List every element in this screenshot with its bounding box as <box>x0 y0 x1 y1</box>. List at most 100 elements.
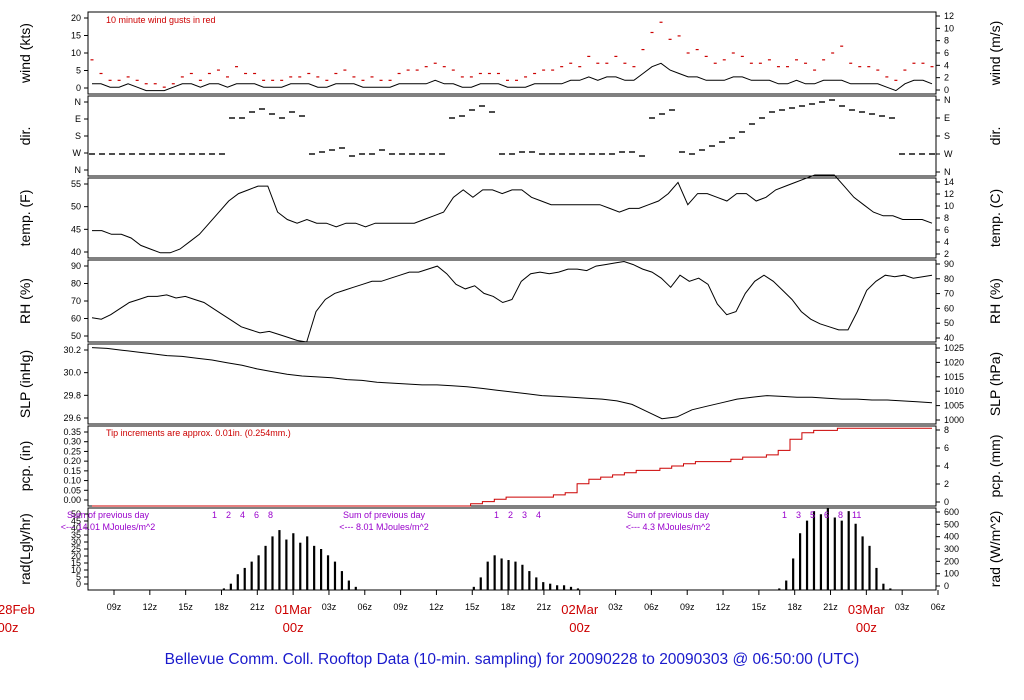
rad-hour-label: 6 <box>254 510 259 520</box>
panel-frame-rh <box>87 259 937 343</box>
ytick-label-left-slp: 29.8 <box>63 390 81 400</box>
xtick-label: 18z <box>787 602 802 612</box>
rad-day-note-title: Sum of previous day <box>627 510 710 520</box>
ytick-label-left-dir: N <box>75 165 82 175</box>
xtick-label: 03z <box>895 602 910 612</box>
temp-line <box>92 174 933 254</box>
ytick-label-right-wind: 4 <box>944 60 949 70</box>
ytick-label-right-rad: 600 <box>944 507 959 517</box>
ylabel-left-wind: wind (kts) <box>17 23 33 84</box>
rad-hour-label: 5 <box>810 510 815 520</box>
ytick-label-left-temp: 40 <box>71 247 81 257</box>
ytick-label-left-temp: 55 <box>71 179 81 189</box>
xtick-label: 18z <box>501 602 516 612</box>
ytick-label-left-rad: 35 <box>71 530 81 540</box>
rad-hour-label: 4 <box>536 510 541 520</box>
xtick-label: 21z <box>250 602 265 612</box>
ytick-label-right-pcp: 2 <box>944 479 949 489</box>
ytick-label-left-dir: E <box>75 114 81 124</box>
ylabel-left-pcp: pcp. (in) <box>17 441 33 492</box>
ytick-label-right-pcp: 4 <box>944 461 949 471</box>
ylabel-right-slp: SLP (hPa) <box>987 352 1003 416</box>
xtick-label: 21z <box>537 602 552 612</box>
ytick-label-left-slp: 29.6 <box>63 413 81 423</box>
ytick-label-right-dir: E <box>944 113 950 123</box>
date-label-top: 28Feb <box>0 602 35 617</box>
ylabel-right-temp: temp. (C) <box>987 189 1003 247</box>
ylabel-left-slp: SLP (inHg) <box>17 350 33 418</box>
panel-frame-pcp <box>87 425 937 507</box>
ylabel-right-rh: RH (%) <box>987 278 1003 324</box>
ylabel-left-dir: dir. <box>17 127 33 146</box>
rad-hour-label: 4 <box>240 510 245 520</box>
ytick-label-left-rad: 5 <box>76 572 81 582</box>
xtick-label: 01Mar <box>275 602 313 617</box>
xtick-label: 09z <box>680 602 695 612</box>
ytick-label-right-temp: 10 <box>944 201 954 211</box>
xtick-label: 21z <box>823 602 838 612</box>
rad-hour-label: 3 <box>796 510 801 520</box>
ytick-label-right-slp: 1010 <box>944 386 964 396</box>
ytick-label-right-pcp: 8 <box>944 425 949 435</box>
ytick-label-right-wind: 0 <box>944 85 949 95</box>
ytick-label-left-wind: 20 <box>71 13 81 23</box>
ytick-label-left-pcp: 0.25 <box>63 446 81 456</box>
ytick-label-left-rh: 90 <box>71 261 81 271</box>
rad-hour-label: 11 <box>852 510 861 520</box>
ytick-label-left-pcp: 0.05 <box>63 485 81 495</box>
ytick-label-right-rad: 400 <box>944 532 959 542</box>
xtick-label: 03z <box>322 602 337 612</box>
xtick-label: 12z <box>716 602 731 612</box>
ytick-label-right-temp: 8 <box>944 213 949 223</box>
xtick-label: 09z <box>107 602 122 612</box>
rad-hour-label: 1 <box>494 510 499 520</box>
ytick-label-right-rad: 300 <box>944 544 959 554</box>
ylabel-right-rad: rad (W/m^2) <box>987 511 1003 588</box>
date-label-bottom: 00z <box>0 620 18 635</box>
ytick-label-right-temp: 4 <box>944 237 949 247</box>
ytick-label-left-slp: 30.0 <box>63 368 81 378</box>
pcp-line <box>92 427 932 507</box>
panel-frame-rad <box>87 507 937 591</box>
ytick-label-left-wind: 10 <box>71 48 81 58</box>
xtick-label: 15z <box>178 602 193 612</box>
ytick-label-right-slp: 1020 <box>944 357 964 367</box>
ytick-label-left-dir: N <box>75 97 82 107</box>
ytick-label-left-rh: 60 <box>71 314 81 324</box>
ytick-label-right-wind: 8 <box>944 36 949 46</box>
ytick-label-left-rad: 40 <box>71 523 81 533</box>
xtick-label: 15z <box>752 602 767 612</box>
ytick-label-left-slp: 30.2 <box>63 345 81 355</box>
ytick-label-left-rad: 30 <box>71 537 81 547</box>
ytick-label-right-dir: S <box>944 131 950 141</box>
xtick-label: 03z <box>608 602 623 612</box>
ylabel-left-rad: rad(Lgly/hr) <box>17 513 33 585</box>
rad-hour-label: 8 <box>268 510 273 520</box>
ylabel-right-wind: wind (m/s) <box>987 21 1003 87</box>
ytick-label-right-rad: 100 <box>944 569 959 579</box>
ytick-label-left-pcp: 0.15 <box>63 466 81 476</box>
rad-day-note-title: Sum of previous day <box>67 510 150 520</box>
xtick-label: 06z <box>644 602 659 612</box>
ytick-label-left-rad: 15 <box>71 558 81 568</box>
ylabel-left-rh: RH (%) <box>17 278 33 324</box>
pcp-note: Tip increments are approx. 0.01in. (0.25… <box>106 428 291 438</box>
xtick-label: 18z <box>214 602 229 612</box>
ytick-label-left-rad: 25 <box>71 544 81 554</box>
ytick-label-left-rad: 50 <box>71 509 81 519</box>
rad-hour-label: 2 <box>226 510 231 520</box>
ylabel-right-pcp: pcp. (mm) <box>987 435 1003 498</box>
rad-hour-label: 1 <box>212 510 217 520</box>
rad-day-note-sum: <--- 4.3 MJoules/m^2 <box>626 522 711 532</box>
ytick-label-left-pcp: 0.10 <box>63 476 81 486</box>
xtick-label: 15z <box>465 602 480 612</box>
ytick-label-left-rh: 70 <box>71 296 81 306</box>
ytick-label-left-temp: 45 <box>71 224 81 234</box>
ytick-label-left-pcp: 0.35 <box>63 427 81 437</box>
ytick-label-left-pcp: 0.00 <box>63 495 81 505</box>
ytick-label-right-temp: 14 <box>944 177 954 187</box>
ytick-label-left-pcp: 0.30 <box>63 437 81 447</box>
ytick-label-right-rh: 50 <box>944 318 954 328</box>
ytick-label-right-wind: 10 <box>944 23 954 33</box>
